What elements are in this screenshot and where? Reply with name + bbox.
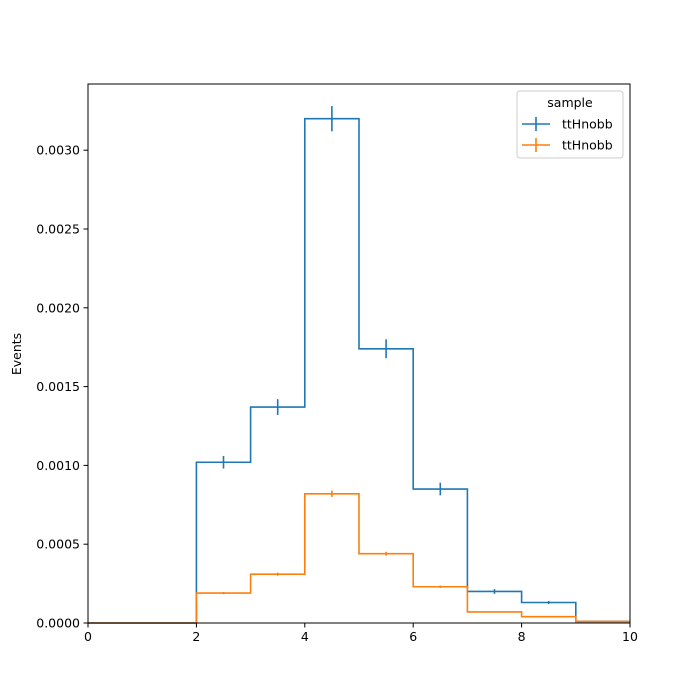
legend-entries: ttHnobb ttHnobb — [522, 117, 613, 153]
x-tick-label: 2 — [192, 629, 200, 644]
legend: sample ttHnobb ttHnobb — [516, 90, 624, 159]
y-tick-label: 0.0010 — [36, 458, 80, 473]
x-tick-label: 10 — [622, 629, 638, 644]
plot-frame — [87, 83, 631, 624]
legend-title: sample — [547, 95, 593, 110]
x-tick-label: 6 — [409, 629, 417, 644]
y-tick-label: 0.0000 — [36, 616, 80, 631]
axes-layer: 0 2 4 6 8 10 0.0000 0.0005 0.0010 0.0015 0.0020 0.0… — [36, 83, 638, 644]
y-tick-label: 0.0020 — [36, 300, 80, 315]
series-1-step-line — [88, 492, 630, 624]
y-tick-label: 0.0015 — [36, 379, 80, 394]
x-tick-label: 0 — [84, 629, 92, 644]
series-layer — [88, 106, 630, 624]
legend-entry-label: ttHnobb — [562, 138, 613, 153]
legend-box — [516, 90, 624, 159]
series-1-group — [88, 490, 630, 624]
x-tick-label: 4 — [301, 629, 309, 644]
y-axis-label: Events — [9, 333, 24, 375]
series-0-step-line — [88, 117, 630, 624]
legend-entry-label: ttHnobb — [562, 117, 613, 132]
y-tick-label: 0.0030 — [36, 143, 80, 158]
y-tick-label: 0.0005 — [36, 537, 80, 552]
y-tick-label: 0.0025 — [36, 221, 80, 236]
x-tick-label: 8 — [518, 629, 526, 644]
